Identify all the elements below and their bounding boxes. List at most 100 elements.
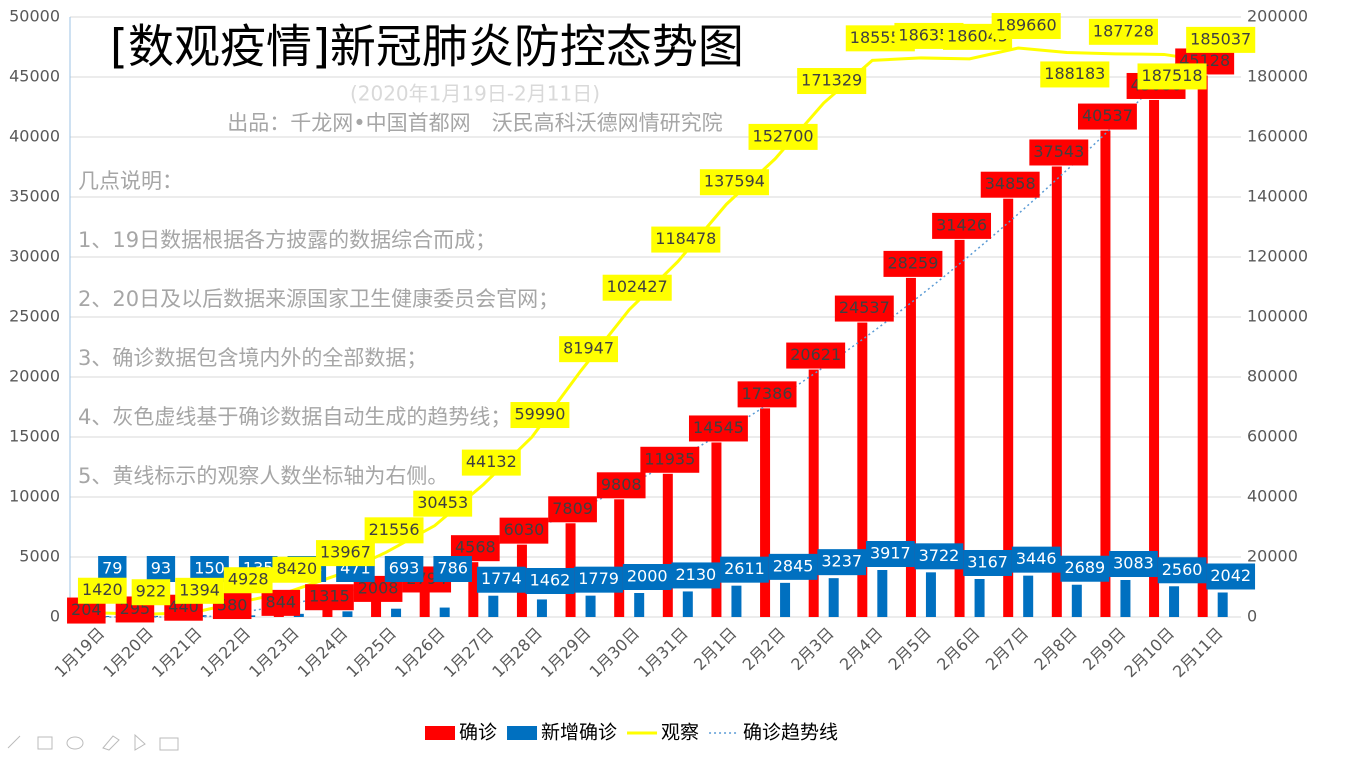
observe-label: 118478	[651, 226, 721, 253]
observe-label: 30453	[417, 493, 468, 512]
new-label-box	[720, 556, 769, 583]
icon	[134, 733, 146, 751]
legend-swatch	[425, 726, 455, 740]
bar	[634, 593, 645, 617]
observe-label: 1394	[175, 577, 224, 604]
bar	[342, 611, 353, 617]
new-label: 786	[437, 559, 468, 578]
confirmed-label-box	[499, 517, 549, 544]
toolbar	[7, 733, 179, 751]
new-label: 2130	[671, 562, 721, 589]
confirmed-label: 7809	[548, 496, 597, 523]
new-label-box	[622, 564, 672, 590]
new-label: 2042	[1210, 566, 1251, 585]
new-label-box	[433, 556, 472, 582]
observe-label: 59990	[514, 405, 565, 424]
y2-tick-label: 40000	[1247, 487, 1298, 506]
confirmed-label: 37543	[1033, 142, 1084, 161]
y-tick-label: 5000	[19, 547, 60, 566]
confirmed-label: 40537	[1077, 103, 1137, 130]
new-label: 79	[98, 556, 127, 582]
legend-label: 新增确诊	[541, 722, 617, 744]
new-label: 3917	[870, 543, 911, 562]
observe-label: 44132	[461, 449, 521, 476]
confirmed-label: 2008	[358, 578, 399, 597]
observe-label: 922	[136, 582, 167, 601]
y2-tick-label: 80000	[1247, 367, 1298, 386]
bar	[1197, 75, 1208, 618]
new-label: 150	[194, 559, 225, 578]
bar	[731, 585, 742, 617]
new-label-box	[1157, 557, 1207, 584]
bar	[877, 569, 888, 617]
new-label-box	[98, 556, 127, 582]
confirmed-label: 17386	[742, 384, 793, 403]
observe-label: 188183	[1040, 61, 1110, 88]
bar	[857, 322, 868, 617]
observe-label-box	[602, 274, 672, 301]
bar	[488, 595, 499, 617]
note: 几点说明：	[78, 169, 183, 193]
new-label-box	[190, 556, 229, 582]
observe-label: 188183	[1044, 64, 1105, 83]
x-tick-label: 1月26日	[391, 624, 449, 682]
new-label-box	[146, 556, 176, 582]
y-tick-label: 10000	[9, 487, 60, 506]
confirmed-label-box	[786, 342, 846, 369]
bar	[614, 499, 625, 617]
new-label: 1779	[578, 569, 619, 588]
observe-label-box	[315, 540, 375, 567]
new-label: 79	[102, 559, 122, 578]
confirmed-label: 31426	[936, 215, 987, 234]
new-label-box	[817, 549, 867, 576]
observe-label: 13967	[320, 543, 371, 562]
observe-label-box	[272, 556, 322, 583]
pen-icon	[7, 735, 21, 749]
new-label: 3167	[963, 549, 1012, 576]
confirmed-label: 6030	[499, 517, 549, 544]
observe-label: 185037	[1190, 29, 1251, 48]
confirmed-label-box	[932, 212, 992, 239]
y-tick-label: 45000	[9, 67, 60, 86]
x-tick-label: 2月2日	[739, 624, 789, 674]
new-label: 2042	[1206, 563, 1256, 590]
observe-label: 21556	[364, 517, 424, 544]
confirmed-label: 1315	[309, 587, 350, 606]
confirmed-label-box	[1077, 103, 1137, 130]
y-tick-label: 0	[50, 607, 60, 626]
y-tick-label: 50000	[9, 7, 60, 26]
x-tick-label: 2月4日	[836, 624, 886, 674]
new-label: 3446	[1016, 549, 1057, 568]
y-tick-label: 30000	[9, 247, 60, 266]
legend-label: 确诊	[459, 722, 497, 744]
bar	[536, 599, 547, 617]
bar	[371, 592, 382, 617]
new-label: 2611	[720, 556, 769, 583]
observe-label: 118478	[655, 229, 716, 248]
confirmed-label-box	[1029, 139, 1089, 166]
bar	[1100, 130, 1111, 617]
y-tick-label: 15000	[9, 427, 60, 446]
observe-label: 171329	[797, 68, 867, 95]
observe-label-box	[131, 579, 171, 606]
new-label: 2845	[768, 553, 818, 580]
observe-label: 152700	[753, 126, 814, 145]
new-label: 3167	[967, 552, 1008, 571]
new-label-box	[384, 556, 424, 582]
new-label: 2560	[1162, 560, 1203, 579]
y2-tick-label: 0	[1247, 607, 1257, 626]
new-label-box	[963, 549, 1012, 576]
observe-label: 8420	[276, 559, 317, 578]
observe-label: 4928	[223, 567, 273, 594]
observe-label: 59990	[510, 402, 570, 429]
new-label-box	[574, 566, 623, 593]
confirmed-label: 844	[266, 592, 297, 611]
confirmed-label: 31426	[932, 212, 992, 239]
x-tick-label: 2月8日	[1030, 624, 1080, 674]
new-label: 693	[389, 559, 420, 578]
y2-tick-label: 60000	[1247, 427, 1298, 446]
legend: 确诊 新增确诊 观察 确诊趋势线	[425, 722, 838, 744]
notes: 几点说明： 1、19日数据根据各方披露的数据综合而成； 2、20日及以后数据来源国家…	[78, 169, 559, 488]
observe-label-box	[699, 169, 769, 196]
